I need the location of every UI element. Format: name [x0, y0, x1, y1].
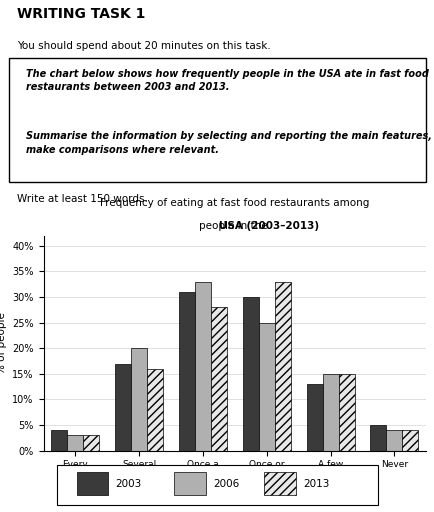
- Text: 2006: 2006: [213, 479, 239, 489]
- Text: Write at least 150 words.: Write at least 150 words.: [17, 194, 148, 204]
- Bar: [210, 307, 227, 451]
- Text: 2003: 2003: [115, 479, 141, 489]
- Text: Summarise the information by selecting and reporting the main features, and
make: Summarise the information by selecting a…: [26, 131, 434, 155]
- Bar: [401, 430, 418, 451]
- Bar: [242, 297, 258, 451]
- Bar: [179, 292, 194, 451]
- Text: The chart below shows how frequently people in the USA ate in fast food
restaura: The chart below shows how frequently peo…: [26, 69, 428, 92]
- FancyBboxPatch shape: [174, 472, 205, 496]
- Bar: [83, 435, 99, 451]
- Text: You should spend about 20 minutes on this task.: You should spend about 20 minutes on thi…: [17, 41, 270, 52]
- Bar: [385, 430, 401, 451]
- Bar: [147, 369, 163, 451]
- Bar: [258, 323, 274, 451]
- Text: WRITING TASK 1: WRITING TASK 1: [17, 7, 145, 21]
- Bar: [306, 384, 322, 451]
- Text: USA (2003–2013): USA (2003–2013): [150, 221, 319, 231]
- Bar: [115, 364, 131, 451]
- Bar: [194, 282, 210, 451]
- Text: Frequency of eating at fast food restaurants among: Frequency of eating at fast food restaur…: [100, 198, 369, 207]
- Bar: [370, 425, 385, 451]
- Bar: [322, 374, 338, 451]
- Bar: [338, 374, 354, 451]
- Bar: [67, 435, 83, 451]
- Bar: [274, 282, 290, 451]
- FancyBboxPatch shape: [9, 58, 425, 182]
- FancyBboxPatch shape: [264, 472, 295, 496]
- Bar: [51, 430, 67, 451]
- FancyBboxPatch shape: [57, 465, 377, 505]
- Y-axis label: % of people: % of people: [0, 312, 7, 374]
- FancyBboxPatch shape: [76, 472, 108, 496]
- Text: people in the: people in the: [198, 221, 270, 231]
- Bar: [131, 348, 147, 451]
- Text: 2013: 2013: [303, 479, 329, 489]
